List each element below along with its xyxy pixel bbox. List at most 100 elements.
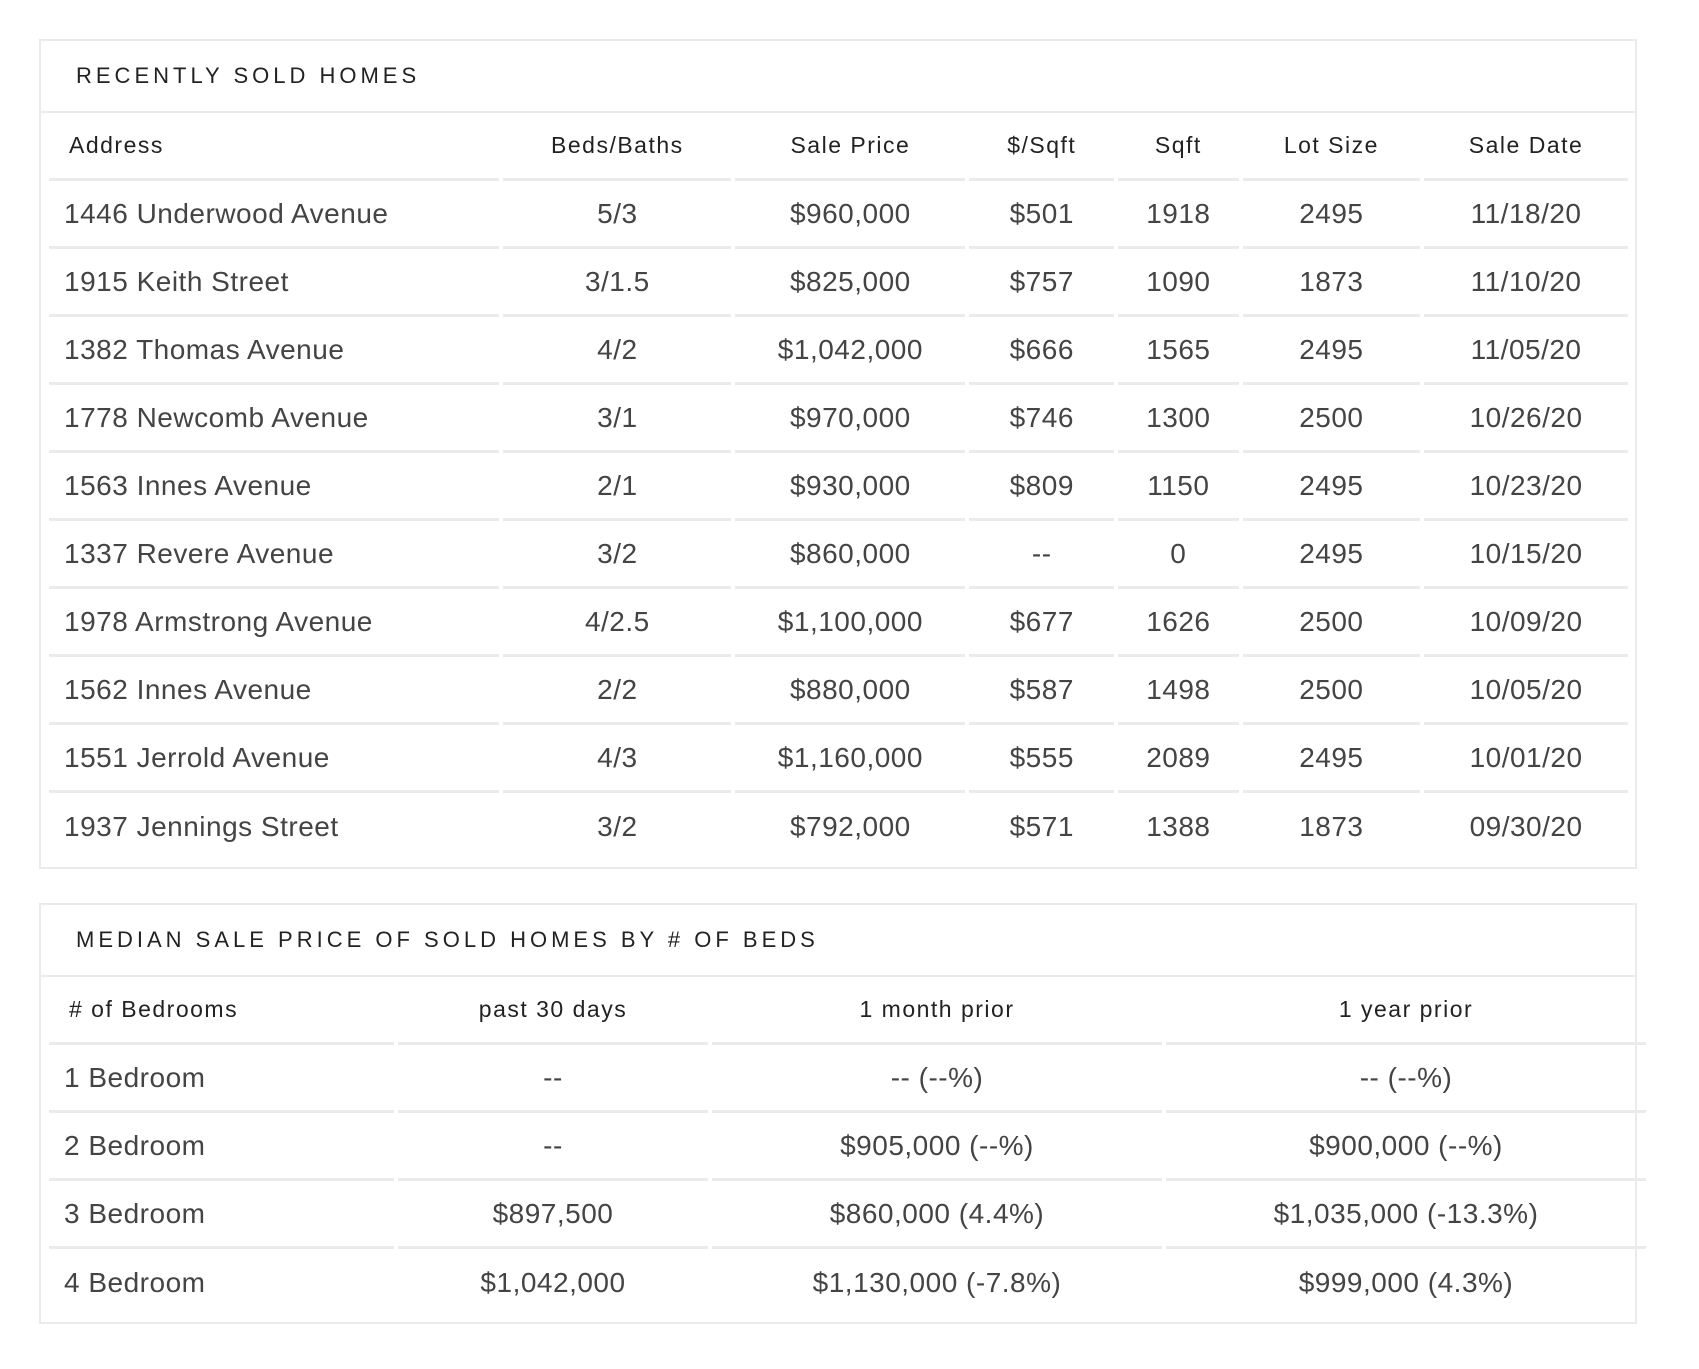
median-price-panel: MEDIAN SALE PRICE OF SOLD HOMES BY # OF … bbox=[39, 903, 1646, 1324]
address-cell: 1915 Keith Street bbox=[49, 249, 500, 317]
sqft-cell: 2089 bbox=[1118, 725, 1239, 793]
one-month-prior-cell: -- (--%) bbox=[712, 1045, 1162, 1113]
beds-baths-cell: 2/2 bbox=[503, 657, 732, 725]
lot-size-cell: 2500 bbox=[1242, 657, 1421, 725]
lot-size-cell: 1873 bbox=[1299, 811, 1364, 842]
table-row: 1937 Jennings Street 3/2 $792,000 $571 1388 1… bbox=[49, 793, 1628, 861]
sale-date-cell: 10/26/20 bbox=[1424, 385, 1628, 453]
median-price-header: MEDIAN SALE PRICE OF SOLD HOMES BY # OF … bbox=[41, 905, 1635, 977]
bedrooms-cell: 3 Bedroom bbox=[49, 1181, 394, 1249]
sale-date-cell: 10/15/20 bbox=[1424, 521, 1628, 589]
beds-baths-cell: 3/1 bbox=[503, 385, 732, 453]
sqft-cell: 1498 bbox=[1118, 657, 1239, 725]
address-cell: 1978 Armstrong Avenue bbox=[49, 589, 500, 657]
price-per-sqft-cell: $677 bbox=[969, 589, 1115, 657]
lot-size-cell: 1873 bbox=[1242, 249, 1421, 317]
sqft-cell: 1626 bbox=[1118, 589, 1239, 657]
table-row: 1778 Newcomb Avenue 3/1 $970,000 $746 1300 25… bbox=[49, 385, 1628, 453]
recently-sold-title: RECENTLY SOLD HOMES bbox=[76, 63, 421, 88]
column-header-beds-baths: Beds/Baths bbox=[503, 113, 732, 181]
sale-price-cell: $1,100,000 bbox=[735, 589, 966, 657]
table-row: 4 Bedroom $1,042,000 $1,130,000 (-7.8%) $99… bbox=[49, 1249, 1646, 1317]
recently-sold-table: Address Beds/Baths Sale Price $/Sqft Sqf… bbox=[45, 113, 1632, 861]
sale-date-cell: 09/30/20 bbox=[1469, 811, 1583, 842]
table-row: 2 Bedroom -- $905,000 (--%) $900,000 (--%) bbox=[49, 1113, 1646, 1181]
address-cell: 1778 Newcomb Avenue bbox=[49, 385, 500, 453]
table-header-row: # of Bedrooms past 30 days 1 month prior… bbox=[49, 977, 1646, 1045]
price-per-sqft-cell: $571 bbox=[1009, 811, 1074, 842]
one-year-prior-cell: $1,035,000 (-13.3%) bbox=[1166, 1181, 1646, 1249]
column-header-sale-price: Sale Price bbox=[735, 113, 966, 181]
past-30-days-cell: $897,500 bbox=[398, 1181, 708, 1249]
table-row: 1337 Revere Avenue 3/2 $860,000 -- 0 2495 10/1… bbox=[49, 521, 1628, 589]
recently-sold-panel: RECENTLY SOLD HOMES Address Beds/Baths S… bbox=[39, 39, 1637, 869]
table-row: 1551 Jerrold Avenue 4/3 $1,160,000 $555 2089… bbox=[49, 725, 1628, 793]
sale-price-cell: $880,000 bbox=[735, 657, 966, 725]
address-cell: 1563 Innes Avenue bbox=[49, 453, 500, 521]
beds-baths-cell: 4/2 bbox=[503, 317, 732, 385]
one-month-prior-cell: $905,000 (--%) bbox=[712, 1113, 1162, 1181]
price-per-sqft-cell: $757 bbox=[969, 249, 1115, 317]
price-per-sqft-cell: $666 bbox=[969, 317, 1115, 385]
beds-baths-cell: 3/1.5 bbox=[503, 249, 732, 317]
sale-date-cell: 11/10/20 bbox=[1424, 249, 1628, 317]
sqft-cell: 1300 bbox=[1118, 385, 1239, 453]
past-30-days-cell: $1,042,000 bbox=[480, 1267, 626, 1298]
lot-size-cell: 2495 bbox=[1242, 181, 1421, 249]
table-row: 3 Bedroom $897,500 $860,000 (4.4%) $1,035,0… bbox=[49, 1181, 1646, 1249]
recently-sold-header: RECENTLY SOLD HOMES bbox=[41, 41, 1635, 113]
price-per-sqft-cell: $809 bbox=[969, 453, 1115, 521]
column-header-sqft: Sqft bbox=[1118, 113, 1239, 181]
beds-baths-cell: 4/2.5 bbox=[503, 589, 732, 657]
price-per-sqft-cell: -- bbox=[969, 521, 1115, 589]
lot-size-cell: 2495 bbox=[1242, 453, 1421, 521]
address-cell: 1337 Revere Avenue bbox=[49, 521, 500, 589]
median-price-title: MEDIAN SALE PRICE OF SOLD HOMES BY # OF … bbox=[76, 927, 819, 952]
one-month-prior-cell: $1,130,000 (-7.8%) bbox=[812, 1267, 1062, 1298]
sale-date-cell: 10/23/20 bbox=[1424, 453, 1628, 521]
beds-baths-cell: 5/3 bbox=[503, 181, 732, 249]
sqft-cell: 1388 bbox=[1146, 811, 1211, 842]
table-row: 1 Bedroom -- -- (--%) -- (--%) bbox=[49, 1045, 1646, 1113]
bedrooms-cell: 2 Bedroom bbox=[49, 1113, 394, 1181]
beds-baths-cell: 3/2 bbox=[503, 521, 732, 589]
sale-date-cell: 10/05/20 bbox=[1424, 657, 1628, 725]
sqft-cell: 1918 bbox=[1118, 181, 1239, 249]
address-cell: 1446 Underwood Avenue bbox=[49, 181, 500, 249]
table-row: 1446 Underwood Avenue 5/3 $960,000 $501 1918… bbox=[49, 181, 1628, 249]
table-row: 1563 Innes Avenue 2/1 $930,000 $809 1150 2495… bbox=[49, 453, 1628, 521]
sale-price-cell: $860,000 bbox=[735, 521, 966, 589]
price-per-sqft-cell: $501 bbox=[969, 181, 1115, 249]
lot-size-cell: 2500 bbox=[1242, 385, 1421, 453]
lot-size-cell: 2495 bbox=[1242, 725, 1421, 793]
column-header-1-month-prior: 1 month prior bbox=[712, 977, 1162, 1045]
sale-date-cell: 11/18/20 bbox=[1424, 181, 1628, 249]
one-year-prior-cell: -- (--%) bbox=[1166, 1045, 1646, 1113]
sale-price-cell: $825,000 bbox=[735, 249, 966, 317]
address-cell: 1937 Jennings Street bbox=[64, 811, 339, 842]
sale-date-cell: 10/01/20 bbox=[1424, 725, 1628, 793]
sale-date-cell: 10/09/20 bbox=[1424, 589, 1628, 657]
column-header-price-per-sqft: $/Sqft bbox=[969, 113, 1115, 181]
sale-price-cell: $930,000 bbox=[735, 453, 966, 521]
column-header-past-30-days: past 30 days bbox=[398, 977, 708, 1045]
table-row: 1562 Innes Avenue 2/2 $880,000 $587 1498 2500… bbox=[49, 657, 1628, 725]
one-year-prior-cell: $900,000 (--%) bbox=[1166, 1113, 1646, 1181]
beds-baths-cell: 3/2 bbox=[597, 811, 638, 842]
past-30-days-cell: -- bbox=[398, 1045, 708, 1113]
sale-date-cell: 11/05/20 bbox=[1424, 317, 1628, 385]
sqft-cell: 0 bbox=[1118, 521, 1239, 589]
median-price-table: # of Bedrooms past 30 days 1 month prior… bbox=[45, 977, 1650, 1317]
table-header-row: Address Beds/Baths Sale Price $/Sqft Sqf… bbox=[49, 113, 1628, 181]
lot-size-cell: 2495 bbox=[1242, 521, 1421, 589]
column-header-1-year-prior: 1 year prior bbox=[1166, 977, 1646, 1045]
table-row: 1382 Thomas Avenue 4/2 $1,042,000 $666 1565 2… bbox=[49, 317, 1628, 385]
price-per-sqft-cell: $555 bbox=[969, 725, 1115, 793]
address-cell: 1551 Jerrold Avenue bbox=[49, 725, 500, 793]
address-cell: 1382 Thomas Avenue bbox=[49, 317, 500, 385]
column-header-address: Address bbox=[49, 113, 500, 181]
sqft-cell: 1565 bbox=[1118, 317, 1239, 385]
one-year-prior-cell: $999,000 (4.3%) bbox=[1298, 1267, 1514, 1298]
bedrooms-cell: 1 Bedroom bbox=[49, 1045, 394, 1113]
sale-price-cell: $1,160,000 bbox=[735, 725, 966, 793]
